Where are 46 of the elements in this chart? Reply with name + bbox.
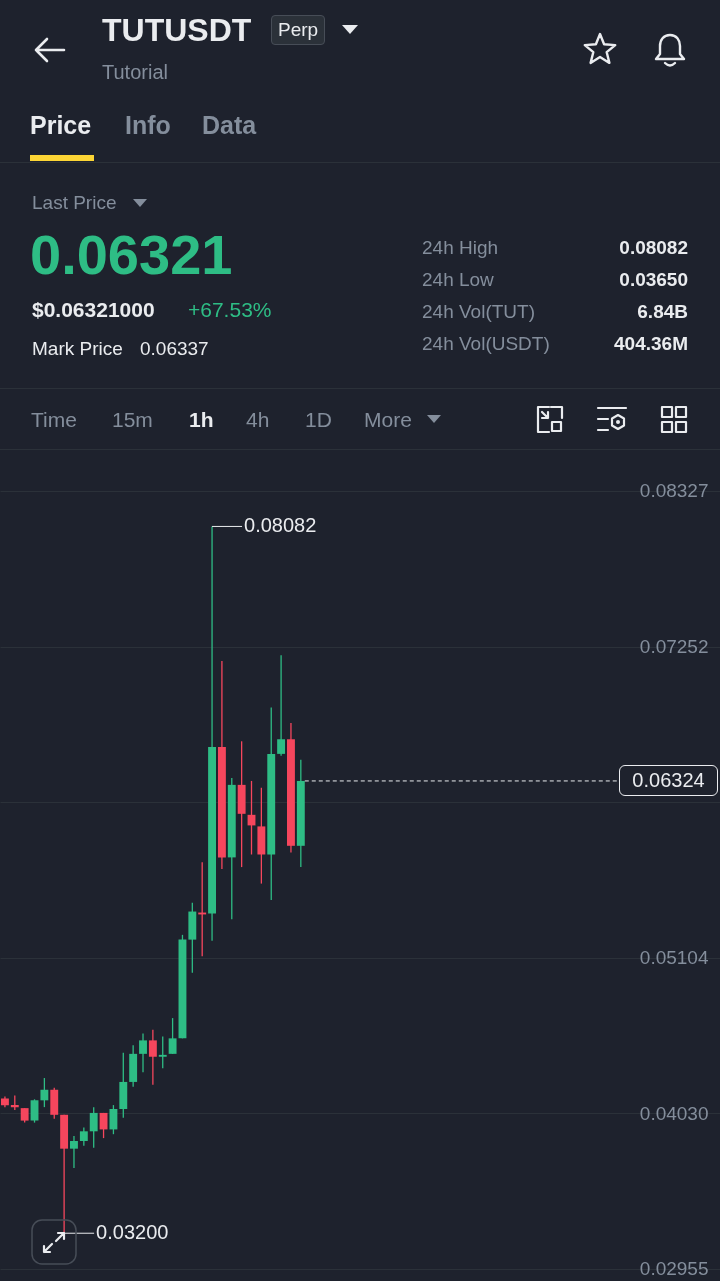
annotation: 0.03200 bbox=[96, 1221, 169, 1244]
chart-title: TUTUSDT bbox=[102, 10, 252, 50]
text: Time bbox=[31, 407, 77, 433]
text: 0.06337 bbox=[140, 337, 209, 361]
candlestick bbox=[99, 1112, 108, 1139]
text: 24h High bbox=[422, 236, 499, 260]
chart-subtitle: Tutorial bbox=[102, 60, 168, 84]
text: 24h Vol(TUT) bbox=[422, 300, 535, 324]
candlestick bbox=[139, 1032, 147, 1073]
text: 0.03650 bbox=[619, 268, 688, 292]
candlestick bbox=[89, 1106, 98, 1149]
text: $0.06321000 bbox=[32, 297, 155, 323]
candlestick bbox=[109, 1104, 118, 1135]
text: Info bbox=[125, 110, 171, 140]
y-tick-label: 0.02955 bbox=[639, 1258, 709, 1280]
y-tick-label: 0.04030 bbox=[639, 1102, 709, 1124]
text: 0.08082 bbox=[619, 236, 688, 260]
candlestick bbox=[40, 1077, 49, 1108]
text: 1D bbox=[305, 407, 332, 433]
y-tick-label: 0.05104 bbox=[639, 947, 709, 969]
candlestick bbox=[158, 1035, 167, 1069]
candlestick bbox=[168, 1017, 177, 1055]
candlestick bbox=[70, 1135, 78, 1169]
text: 24h Low bbox=[422, 268, 494, 292]
text: 6.84B bbox=[637, 300, 688, 324]
candlestick bbox=[277, 654, 286, 757]
text: 0.06321 bbox=[30, 222, 233, 289]
text: 4h bbox=[246, 407, 270, 433]
text: 404.36M bbox=[614, 332, 688, 356]
text: 1h bbox=[189, 407, 214, 433]
text: Data bbox=[202, 110, 257, 140]
text: Last Price bbox=[32, 191, 117, 215]
candlestick bbox=[30, 1098, 39, 1124]
y-tick-label: 0.08327 bbox=[639, 480, 709, 502]
y-tick-label: 0.07252 bbox=[639, 636, 709, 658]
text: 24h Vol(USDT) bbox=[422, 332, 550, 356]
text: Price bbox=[30, 110, 92, 140]
text: Mark Price bbox=[32, 337, 123, 361]
text: +67.53% bbox=[188, 297, 272, 323]
text: 15m bbox=[112, 407, 153, 433]
ref-line-label: 0.06324 bbox=[619, 765, 718, 797]
text: Perp bbox=[271, 15, 326, 45]
annotation: 0.08082 bbox=[244, 514, 317, 537]
candlestick bbox=[148, 1029, 157, 1086]
text: More bbox=[364, 407, 412, 433]
candlestick bbox=[79, 1126, 88, 1147]
